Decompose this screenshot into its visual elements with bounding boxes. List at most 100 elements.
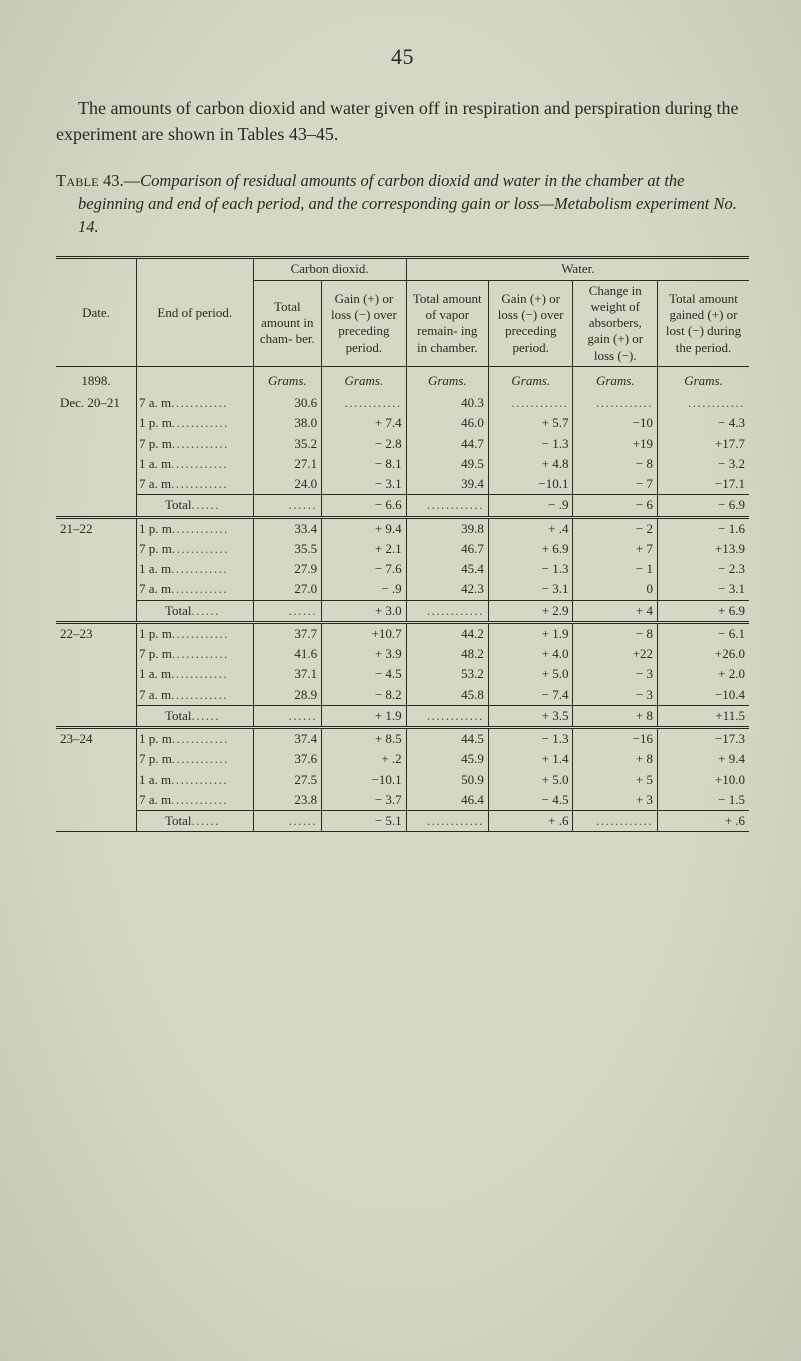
cell: − 6.1 (658, 622, 749, 644)
cell: 35.5 (253, 539, 322, 559)
table-number: 43. (103, 171, 124, 190)
total-row: Total − 6.6 − .9 − 6 − 6.9 (56, 495, 749, 517)
cell: − 3.1 (658, 579, 749, 600)
cell: 30.6 (253, 393, 322, 413)
table-row: 1 a. m 27.1 − 8.1 49.5 + 4.8 − 8 − 3.2 (56, 454, 749, 474)
cell: − 3.2 (658, 454, 749, 474)
table-row: 7 p. m 41.6 + 3.9 48.2 + 4.0 +22 +26.0 (56, 644, 749, 664)
unit-grams: Grams. (406, 366, 488, 393)
cell: +13.9 (658, 539, 749, 559)
cell: −10 (573, 413, 658, 433)
cell: − 1 (573, 559, 658, 579)
total-row: Total + 1.9 + 3.5 + 8 +11.5 (56, 705, 749, 727)
cell: − 4.5 (322, 664, 407, 684)
table-row: Dec. 20–21 7 a. m 30.6 40.3 (56, 393, 749, 413)
cell: 45.4 (406, 559, 488, 579)
cell: + .6 (658, 811, 749, 832)
year-cell: 1898. (56, 366, 136, 393)
cell: + 3.5 (488, 705, 573, 727)
cell: +19 (573, 434, 658, 454)
cell: 42.3 (406, 579, 488, 600)
cell: − 1.3 (488, 728, 573, 750)
cell: 44.7 (406, 434, 488, 454)
table-row: 7 p. m 35.2 − 2.8 44.7 − 1.3 +19 +17.7 (56, 434, 749, 454)
cell: + 1.9 (322, 705, 407, 727)
total-label: Total (165, 708, 192, 723)
cell: − 1.3 (488, 434, 573, 454)
cell: 39.8 (406, 517, 488, 539)
cell: 40.3 (406, 393, 488, 413)
table-row: 1 p. m 38.0 + 7.4 46.0 + 5.7 −10 − 4.3 (56, 413, 749, 433)
unit-grams: Grams. (658, 366, 749, 393)
cell: 27.9 (253, 559, 322, 579)
cell: 33.4 (253, 517, 322, 539)
table-row: 7 a. m 28.9 − 8.2 45.8 − 7.4 − 3 −10.4 (56, 685, 749, 706)
cell: + .4 (488, 517, 573, 539)
cell: − .9 (322, 579, 407, 600)
cell: + 5.0 (488, 664, 573, 684)
cell: +11.5 (658, 705, 749, 727)
cell: − 4.5 (488, 790, 573, 811)
cell: + 4.8 (488, 454, 573, 474)
cell: 46.0 (406, 413, 488, 433)
col-date: Date. (56, 259, 136, 366)
col-group-water: Water. (406, 259, 749, 280)
table-row: 7 a. m 23.8 − 3.7 46.4 − 4.5 + 3 − 1.5 (56, 790, 749, 811)
period-label: 7 a. m (139, 581, 171, 596)
period-label: 1 a. m (139, 456, 171, 471)
cell: − 8 (573, 454, 658, 474)
cell: − 7 (573, 474, 658, 495)
unit-grams: Grams. (322, 366, 407, 393)
page-number: 45 (56, 44, 749, 70)
cell: + 8.5 (322, 728, 407, 750)
period-label: 7 p. m (139, 646, 172, 661)
cell: 37.6 (253, 749, 322, 769)
cell: − 8.1 (322, 454, 407, 474)
cell: 27.5 (253, 770, 322, 790)
cell: − 1.6 (658, 517, 749, 539)
col-w-gain: Gain (+) or loss (−) over preceding peri… (488, 280, 573, 366)
cell: 48.2 (406, 644, 488, 664)
cell: + 8 (573, 749, 658, 769)
date-range: 23–24 (56, 728, 136, 811)
cell: − 2.8 (322, 434, 407, 454)
total-row: Total + 3.0 + 2.9 + 4 + 6.9 (56, 600, 749, 622)
cell: + 2.0 (658, 664, 749, 684)
cell: + 3 (573, 790, 658, 811)
period-label: 7 a. m (139, 476, 171, 491)
table-title: Table 43.—Comparison of residual amounts… (56, 169, 749, 238)
period-label: 1 p. m (139, 731, 172, 746)
cell: + .6 (488, 811, 573, 832)
cell: − 3.7 (322, 790, 407, 811)
cell: 28.9 (253, 685, 322, 706)
cell: + 5.0 (488, 770, 573, 790)
cell: +17.7 (658, 434, 749, 454)
cell: + 1.9 (488, 622, 573, 644)
period-label: 7 p. m (139, 436, 172, 451)
cell: 37.7 (253, 622, 322, 644)
cell: 49.5 (406, 454, 488, 474)
cell: +10.7 (322, 622, 407, 644)
cell: − 6.6 (322, 495, 407, 517)
cell: + 1.4 (488, 749, 573, 769)
intro-paragraph: The amounts of carbon dioxid and water g… (56, 96, 749, 147)
col-cd-gain: Gain (+) or loss (−) over preceding peri… (322, 280, 407, 366)
cell: + 8 (573, 705, 658, 727)
cell: 44.5 (406, 728, 488, 750)
table-row: 7 a. m 24.0 − 3.1 39.4 −10.1 − 7 −17.1 (56, 474, 749, 495)
col-cd-total: Total amount in cham- ber. (253, 280, 322, 366)
col-w-net: Total amount gained (+) or lost (−) duri… (658, 280, 749, 366)
period-label: 1 p. m (139, 415, 172, 430)
units-row: 1898. Grams. Grams. Grams. Grams. Grams.… (56, 366, 749, 393)
total-label: Total (165, 813, 192, 828)
col-w-total: Total amount of vapor remain- ing in cha… (406, 280, 488, 366)
table-row: 7 p. m 37.6 + .2 45.9 + 1.4 + 8 + 9.4 (56, 749, 749, 769)
unit-grams: Grams. (253, 366, 322, 393)
cell: − 1.3 (488, 559, 573, 579)
cell: −10.1 (488, 474, 573, 495)
cell: − 5.1 (322, 811, 407, 832)
cell: + 9.4 (658, 749, 749, 769)
cell: +10.0 (658, 770, 749, 790)
period-label: 7 p. m (139, 751, 172, 766)
period-label: 1 a. m (139, 772, 171, 787)
